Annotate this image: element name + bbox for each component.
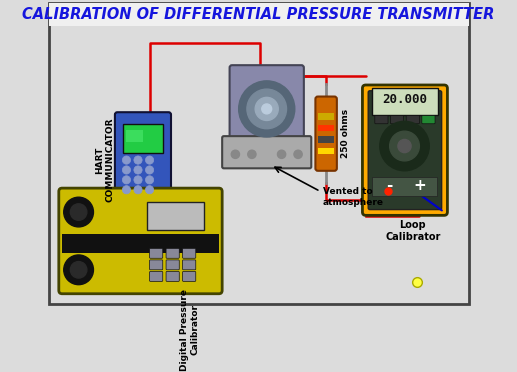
FancyBboxPatch shape	[149, 260, 163, 270]
Circle shape	[255, 97, 278, 121]
Bar	[62, 234, 219, 253]
Circle shape	[262, 104, 271, 114]
Text: +: +	[413, 178, 425, 193]
Circle shape	[239, 81, 295, 137]
Text: 20.000: 20.000	[382, 93, 427, 106]
Circle shape	[247, 89, 286, 129]
FancyBboxPatch shape	[222, 136, 311, 168]
Bar	[318, 125, 334, 131]
Circle shape	[70, 262, 87, 278]
FancyBboxPatch shape	[49, 3, 469, 304]
Circle shape	[278, 150, 286, 158]
Circle shape	[390, 131, 419, 161]
Circle shape	[294, 150, 302, 158]
Circle shape	[380, 121, 429, 171]
FancyBboxPatch shape	[390, 116, 404, 124]
FancyBboxPatch shape	[372, 177, 437, 196]
FancyBboxPatch shape	[59, 188, 222, 294]
FancyBboxPatch shape	[115, 112, 171, 224]
FancyBboxPatch shape	[368, 91, 442, 209]
Text: Digital Pressure
Calibrator: Digital Pressure Calibrator	[180, 289, 200, 371]
FancyBboxPatch shape	[166, 272, 179, 281]
FancyBboxPatch shape	[422, 116, 435, 124]
FancyBboxPatch shape	[362, 85, 447, 215]
Bar	[318, 136, 334, 143]
FancyBboxPatch shape	[375, 116, 388, 124]
FancyBboxPatch shape	[123, 124, 163, 154]
Bar	[49, 3, 469, 26]
FancyBboxPatch shape	[183, 272, 196, 281]
Circle shape	[398, 140, 411, 153]
Circle shape	[64, 255, 94, 285]
FancyBboxPatch shape	[406, 116, 419, 124]
Circle shape	[123, 176, 131, 184]
Circle shape	[123, 156, 131, 164]
Text: Vented to
atmosphere: Vented to atmosphere	[323, 187, 384, 207]
Bar	[318, 113, 334, 120]
Circle shape	[145, 176, 154, 184]
FancyBboxPatch shape	[166, 248, 179, 258]
Circle shape	[134, 186, 142, 194]
Text: HART
COMMUNICATOR: HART COMMUNICATOR	[95, 118, 115, 202]
FancyBboxPatch shape	[372, 88, 437, 115]
Text: 250 ohms: 250 ohms	[341, 109, 350, 158]
FancyBboxPatch shape	[230, 65, 304, 144]
FancyBboxPatch shape	[183, 248, 196, 258]
FancyBboxPatch shape	[149, 248, 163, 258]
Circle shape	[145, 156, 154, 164]
Circle shape	[231, 150, 239, 158]
FancyBboxPatch shape	[147, 202, 204, 230]
FancyBboxPatch shape	[127, 130, 143, 142]
Circle shape	[134, 166, 142, 174]
Circle shape	[145, 186, 154, 194]
FancyBboxPatch shape	[166, 260, 179, 270]
Circle shape	[134, 156, 142, 164]
FancyBboxPatch shape	[149, 272, 163, 281]
Circle shape	[134, 176, 142, 184]
Circle shape	[248, 150, 256, 158]
Circle shape	[64, 197, 94, 227]
FancyBboxPatch shape	[315, 97, 337, 171]
Text: Loop
Calibrator: Loop Calibrator	[385, 220, 440, 242]
FancyBboxPatch shape	[183, 260, 196, 270]
Circle shape	[70, 204, 87, 220]
Circle shape	[123, 166, 131, 174]
Text: CALIBRATION OF DIFFERENTIAL PRESSURE TRANSMITTER: CALIBRATION OF DIFFERENTIAL PRESSURE TRA…	[22, 7, 495, 22]
Circle shape	[123, 186, 131, 194]
Bar	[318, 148, 334, 154]
Text: -: -	[387, 178, 393, 193]
Circle shape	[145, 166, 154, 174]
